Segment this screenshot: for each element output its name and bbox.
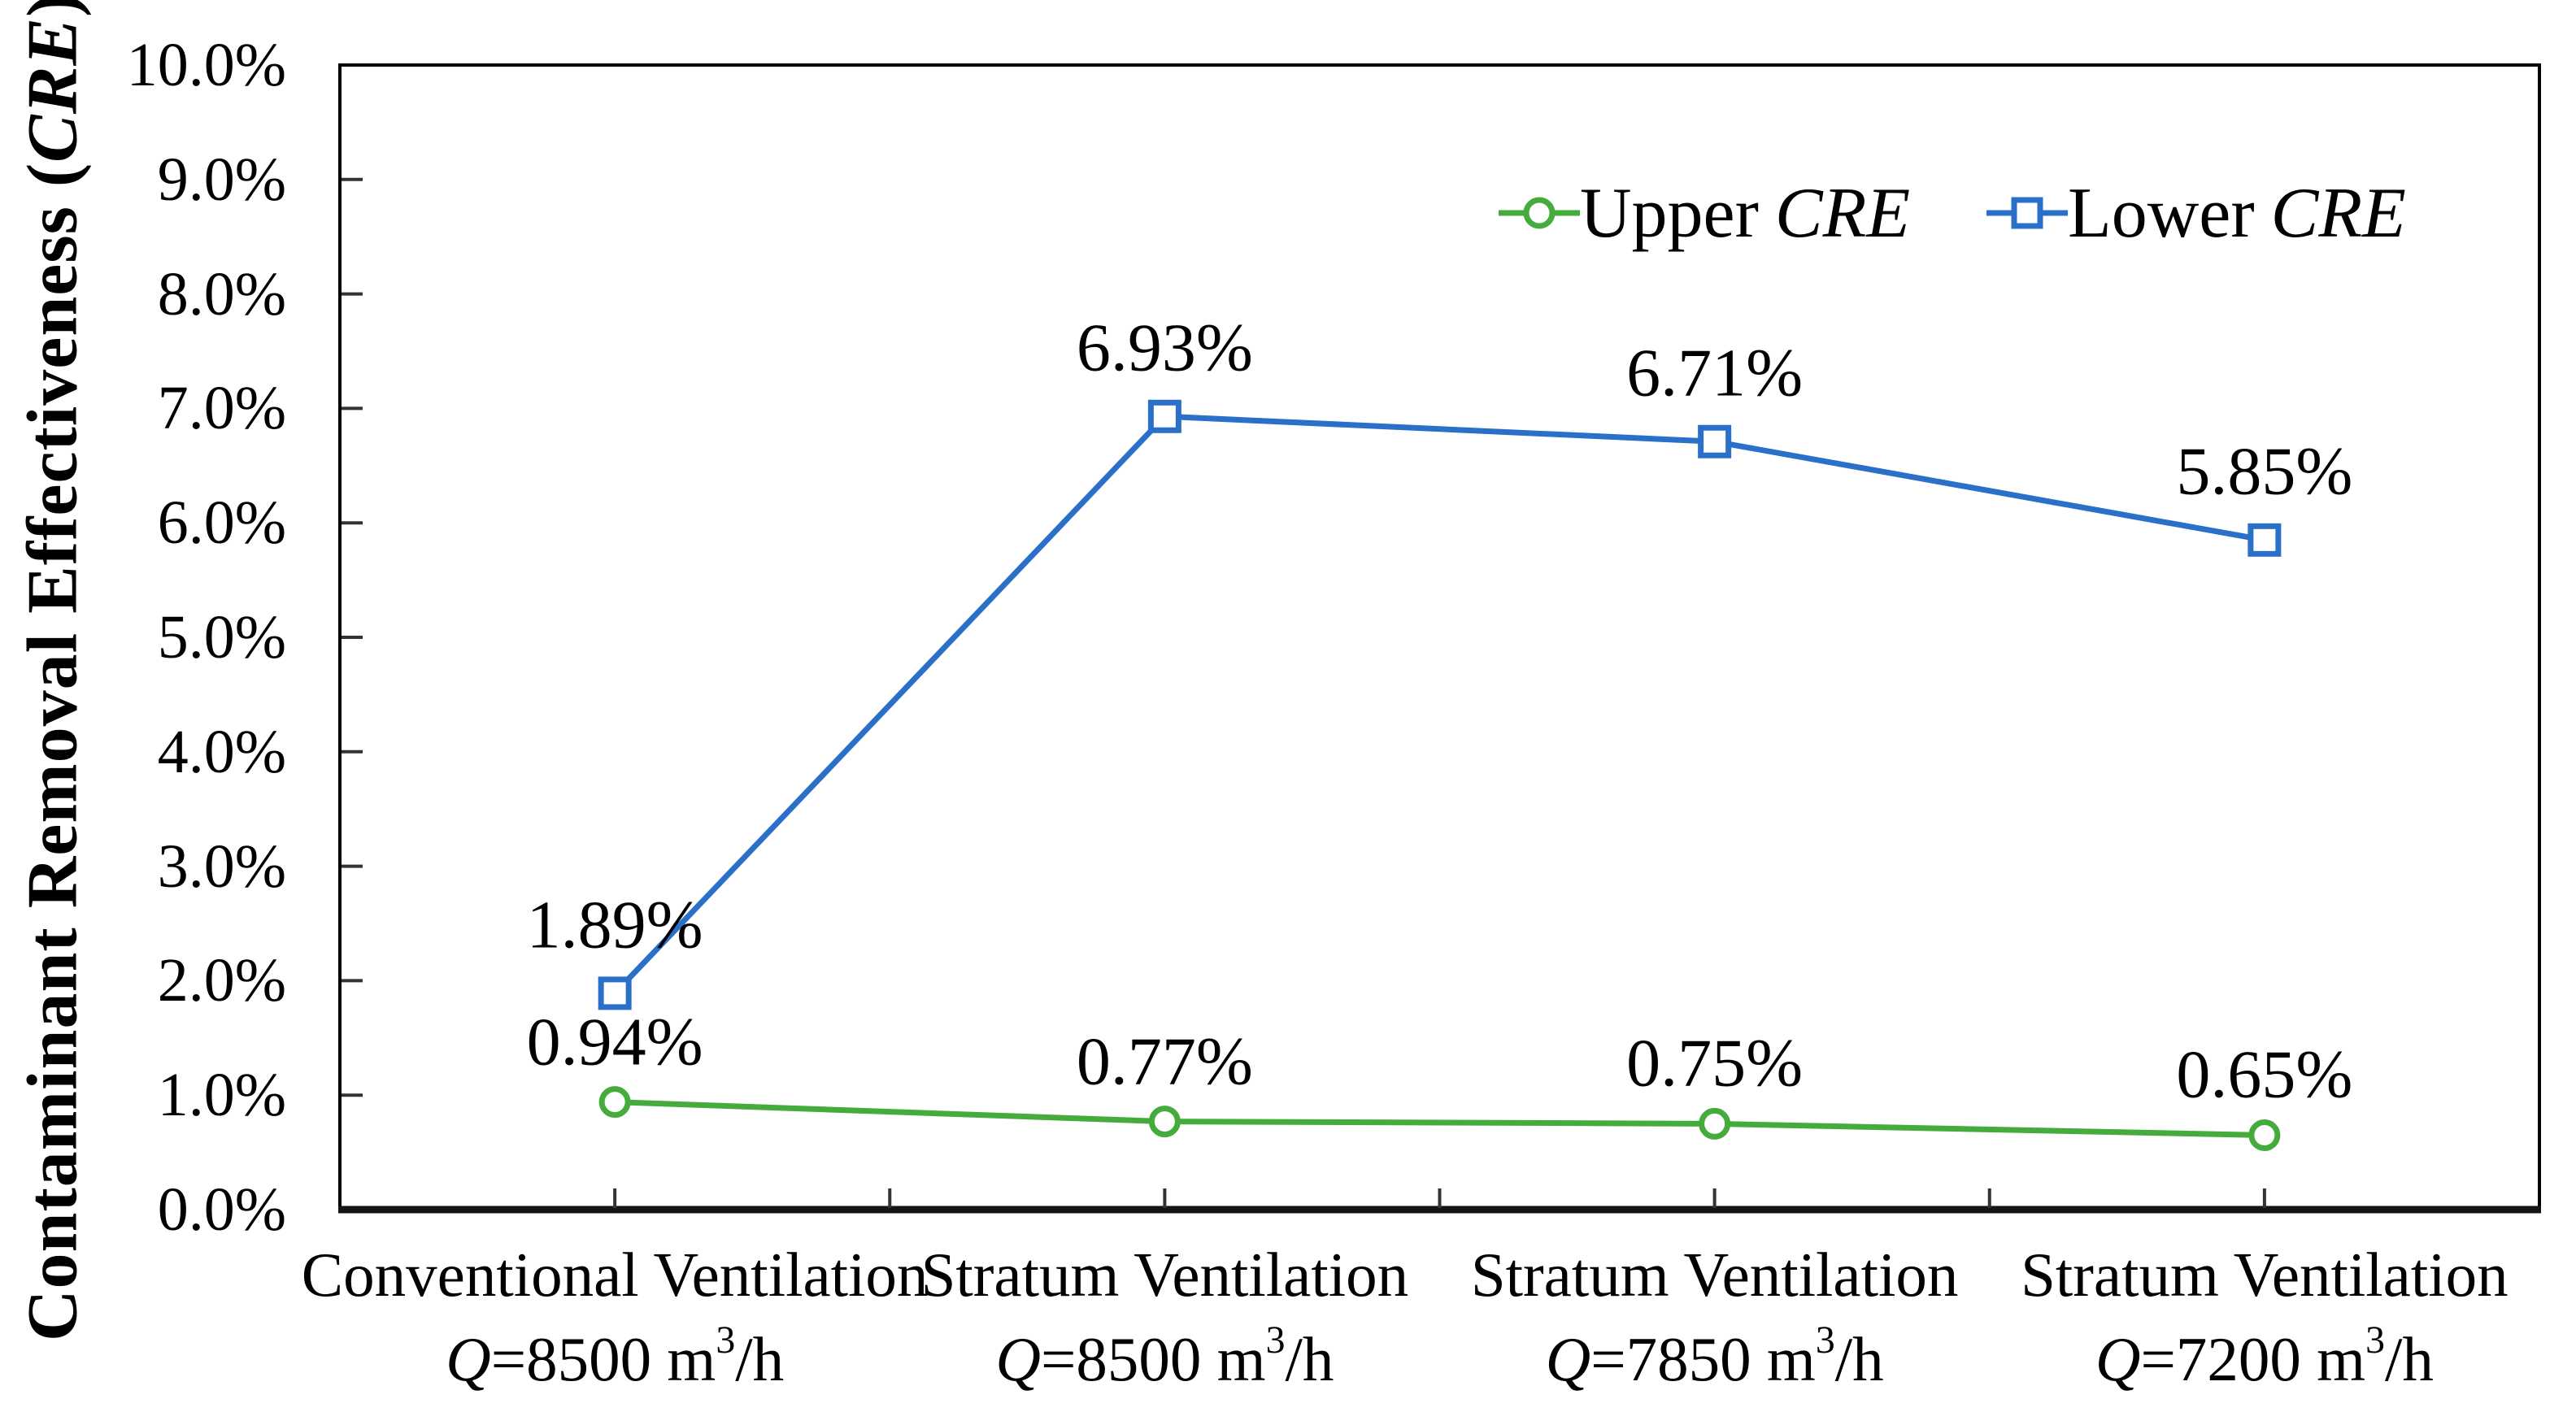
data-label: 1.89% [526,887,703,963]
q-symbol: Q [1545,1324,1591,1394]
cubic-exponent: 3 [2365,1319,2385,1362]
x-category-label: Stratum Ventilation Q=7850 m3/h [1325,1239,2105,1395]
data-label: 0.75% [1626,1025,1804,1101]
marker-circle [598,1086,631,1119]
x-category-label: Conventional Ventilation Q=8500 m3/h [224,1239,1005,1395]
legend-square-marker-icon [1986,197,2068,229]
cubic-exponent: 3 [1265,1319,1286,1362]
x-category-flow-rate: Q=8500 m3/h [446,1319,785,1394]
x-category-name: Stratum Ventilation [2021,1240,2509,1310]
legend-label-cre: CRE [1774,173,1911,253]
marker-circle [2248,1119,2281,1151]
y-tick-label: 6.0% [157,489,286,558]
marker-square [1147,399,1181,433]
q-symbol: Q [2095,1324,2141,1394]
y-tick-label: 5.0% [157,603,286,671]
y-tick-label: 9.0% [157,145,286,214]
x-category-flow-rate: Q=7850 m3/h [1545,1319,1884,1394]
legend-circle-marker-icon [1499,197,1580,229]
x-category-label: Stratum Ventilation Q=7200 m3/h [1874,1239,2576,1395]
y-tick-label: 3.0% [157,832,286,901]
series-line-lower [612,413,2265,996]
data-label: 6.93% [1076,310,1253,386]
legend-label: Upper CRE [1580,173,1911,253]
marker-circle [1699,1107,1731,1140]
x-category-label: Stratum Ventilation Q=8500 m3/h [774,1239,1555,1395]
marker-square [1698,424,1732,458]
marker-square [2247,523,2282,557]
y-tick-label: 10.0% [126,31,286,99]
q-symbol: Q [995,1324,1041,1394]
x-category-flow-rate: Q=8500 m3/h [995,1319,1334,1394]
data-label: 6.71% [1626,335,1804,411]
q-symbol: Q [446,1324,491,1394]
data-label: 0.65% [2176,1036,2353,1113]
y-tick-label: 2.0% [157,946,286,1015]
marker-square [598,976,632,1010]
y-tick-label: 1.0% [157,1061,286,1130]
series-line-upper [615,1099,2265,1138]
legend-label: Lower CRE [2068,173,2406,253]
data-label: 0.77% [1076,1023,1253,1100]
x-category-flow-rate: Q=7200 m3/h [2095,1319,2434,1394]
legend-entry-lower: Lower CRE [1986,168,2406,258]
x-category-name: Conventional Ventilation [301,1240,929,1310]
x-category-name: Stratum Ventilation [1470,1240,1959,1310]
x-category-name: Stratum Ventilation [920,1240,1409,1310]
data-label: 0.94% [526,1004,703,1080]
y-tick-label: 4.0% [157,717,286,786]
data-label: 5.85% [2176,433,2353,510]
y-tick-label: 7.0% [157,374,286,443]
cubic-exponent: 3 [1815,1319,1835,1362]
legend-label-cre: CRE [2270,173,2406,253]
cubic-exponent: 3 [716,1319,736,1362]
marker-circle [1148,1106,1181,1138]
y-tick-label: 8.0% [157,259,286,328]
legend-entry-upper: Upper CRE [1499,168,1910,258]
y-tick-label: 0.0% [157,1175,286,1244]
